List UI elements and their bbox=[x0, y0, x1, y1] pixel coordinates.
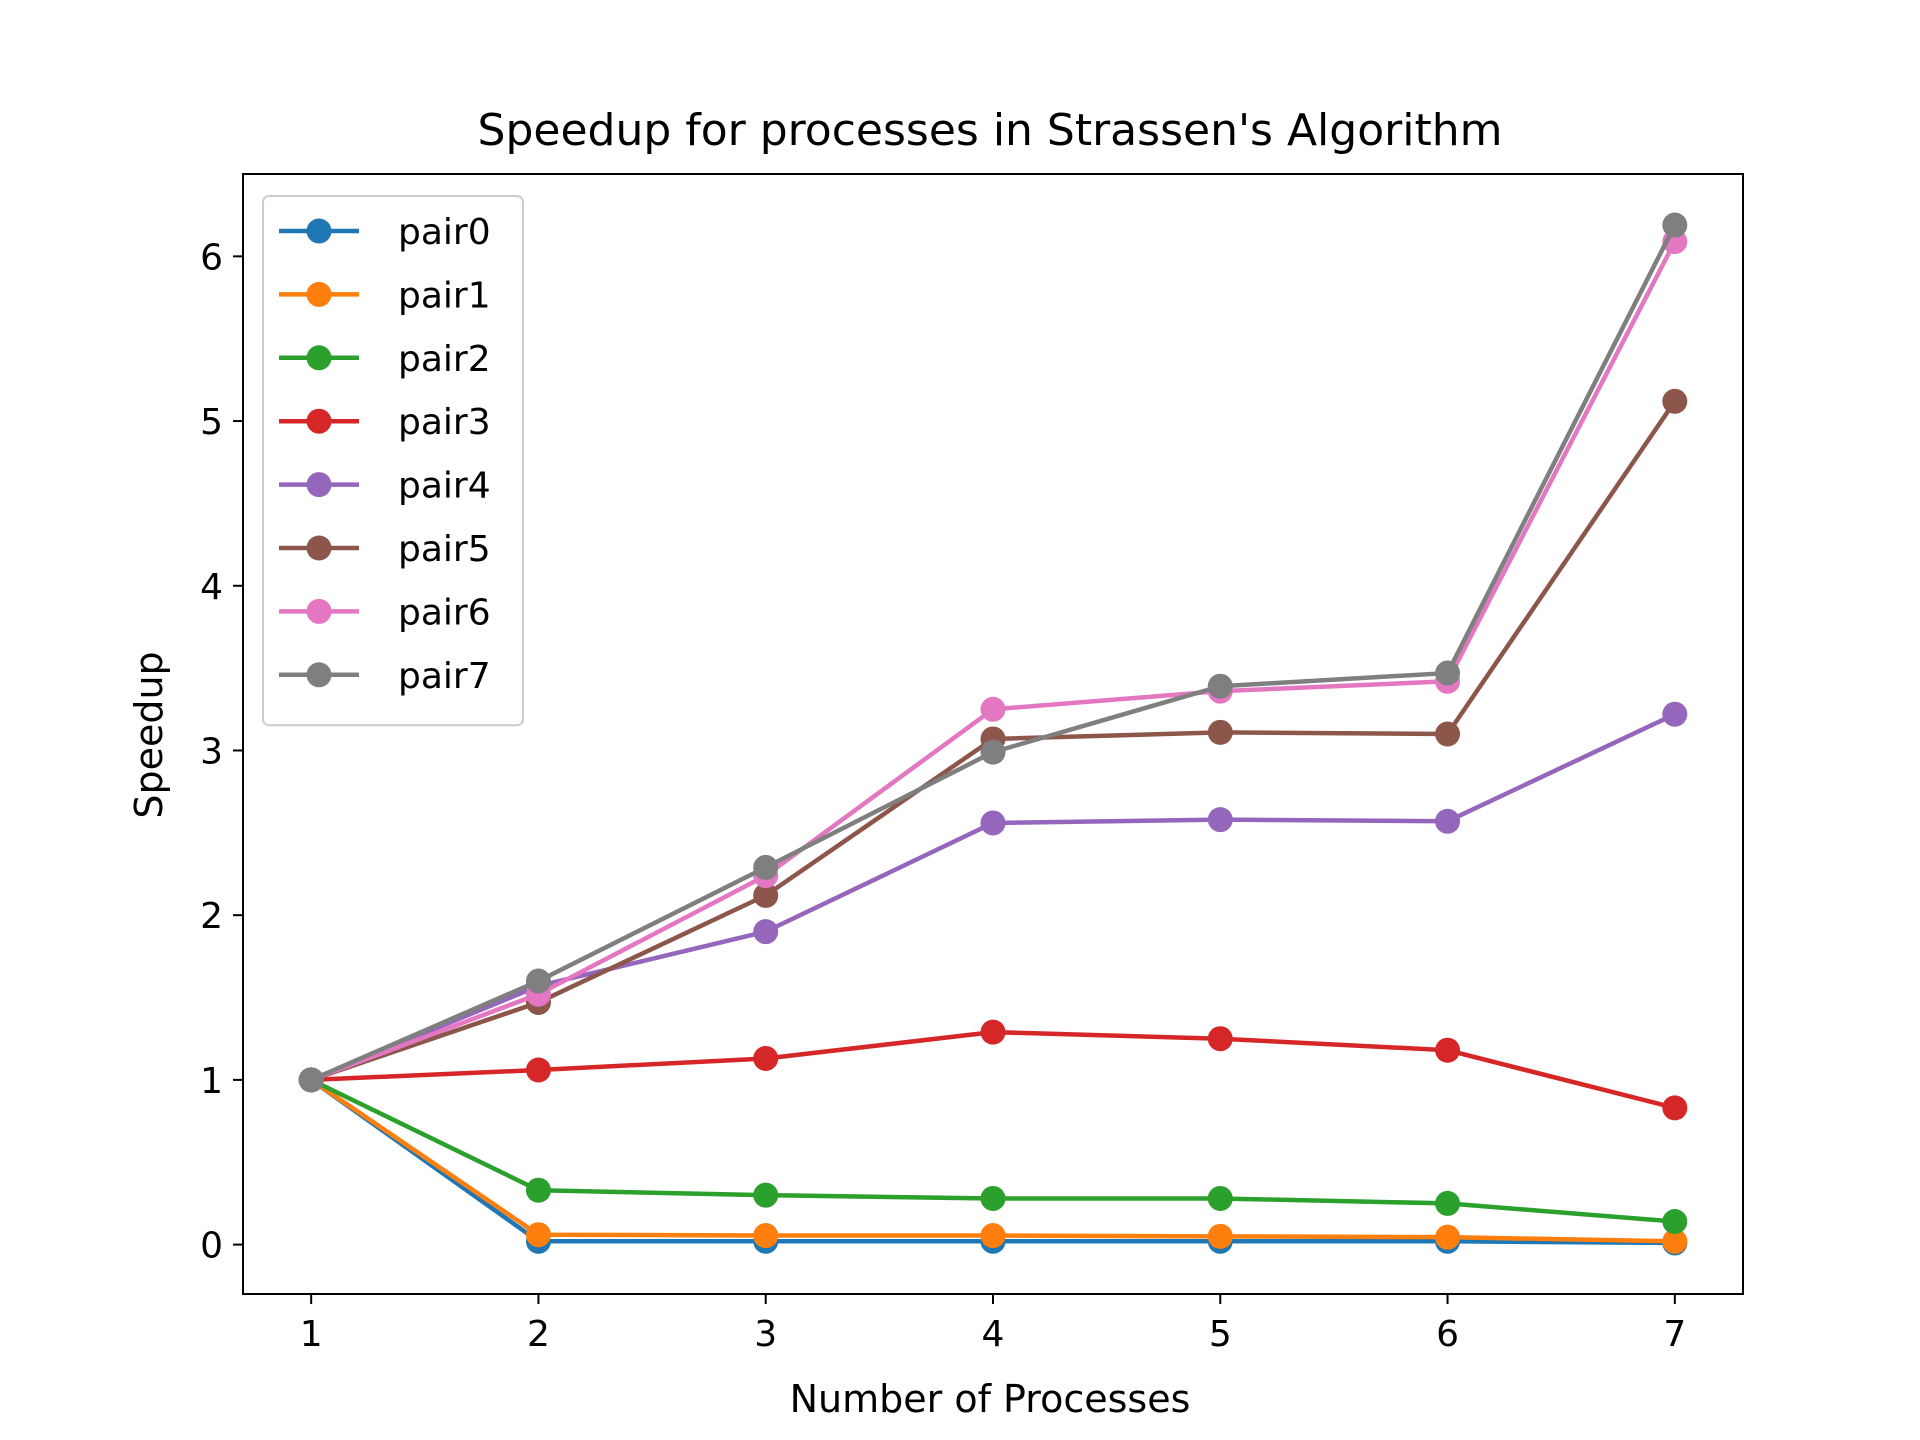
data-point-pair7 bbox=[298, 1067, 324, 1093]
data-point-pair2 bbox=[1435, 1190, 1461, 1216]
x-tick-label: 5 bbox=[1209, 1314, 1232, 1355]
series-pair3 bbox=[298, 1019, 1688, 1121]
data-point-pair1 bbox=[753, 1223, 779, 1249]
x-tick-label: 4 bbox=[982, 1314, 1005, 1355]
y-tick-label: 6 bbox=[200, 237, 223, 278]
y-tick-label: 1 bbox=[200, 1061, 223, 1102]
data-point-pair2 bbox=[980, 1185, 1006, 1211]
data-point-pair6 bbox=[980, 696, 1006, 722]
legend-marker-pair3 bbox=[306, 408, 332, 434]
x-axis-label: Number of Processes bbox=[790, 1377, 1191, 1421]
y-tick-label: 3 bbox=[200, 731, 223, 772]
y-tick-label: 4 bbox=[200, 567, 223, 608]
legend-marker-pair0 bbox=[306, 218, 332, 244]
data-point-pair2 bbox=[525, 1177, 551, 1203]
legend-marker-pair5 bbox=[306, 535, 332, 561]
legend-label: pair4 bbox=[398, 466, 491, 507]
legend-label: pair7 bbox=[398, 656, 491, 697]
data-point-pair1 bbox=[525, 1222, 551, 1248]
series-pair7 bbox=[298, 212, 1688, 1093]
data-point-pair2 bbox=[1207, 1185, 1233, 1211]
data-point-pair3 bbox=[525, 1057, 551, 1083]
data-point-pair5 bbox=[1662, 388, 1688, 414]
y-tick-label: 2 bbox=[200, 896, 223, 937]
data-point-pair2 bbox=[753, 1182, 779, 1208]
legend-marker-pair2 bbox=[306, 345, 332, 371]
data-point-pair3 bbox=[1662, 1095, 1688, 1121]
plot-lines bbox=[298, 212, 1688, 1256]
data-point-pair5 bbox=[1435, 721, 1461, 747]
legend-marker-pair4 bbox=[306, 472, 332, 498]
x-tick-label: 6 bbox=[1436, 1314, 1459, 1355]
data-point-pair3 bbox=[980, 1019, 1006, 1045]
y-axis-ticks: 0 1 2 3 4 5 6 bbox=[200, 237, 243, 1267]
chart-title: Speedup for processes in Strassen's Algo… bbox=[478, 105, 1503, 156]
legend-box bbox=[262, 195, 524, 727]
data-point-pair7 bbox=[525, 968, 551, 994]
data-point-pair1 bbox=[1207, 1223, 1233, 1249]
legend: pair0 pair1 pair2 pair3 pair4 pair5 pair6 pair7 bbox=[262, 195, 524, 727]
data-point-pair3 bbox=[1435, 1037, 1461, 1063]
legend-label: pair6 bbox=[398, 592, 491, 633]
data-point-pair7 bbox=[753, 854, 779, 880]
data-point-pair7 bbox=[980, 739, 1006, 765]
x-tick-label: 7 bbox=[1663, 1314, 1686, 1355]
legend-marker-pair7 bbox=[306, 662, 332, 688]
x-tick-label: 3 bbox=[754, 1314, 777, 1355]
x-tick-label: 2 bbox=[527, 1314, 550, 1355]
data-point-pair5 bbox=[753, 882, 779, 908]
legend-label: pair1 bbox=[398, 275, 491, 316]
data-point-pair4 bbox=[1662, 701, 1688, 727]
data-point-pair7 bbox=[1435, 660, 1461, 686]
data-point-pair5 bbox=[1207, 719, 1233, 745]
y-axis-label: Speedup bbox=[127, 651, 171, 818]
data-point-pair4 bbox=[980, 810, 1006, 836]
data-point-pair1 bbox=[1662, 1228, 1688, 1254]
legend-label: pair0 bbox=[398, 212, 491, 253]
x-tick-label: 1 bbox=[300, 1314, 323, 1355]
legend-label: pair3 bbox=[398, 402, 491, 443]
data-point-pair7 bbox=[1207, 673, 1233, 699]
y-tick-label: 0 bbox=[200, 1226, 223, 1267]
data-point-pair1 bbox=[980, 1223, 1006, 1249]
data-point-pair7 bbox=[1662, 212, 1688, 238]
data-point-pair3 bbox=[753, 1045, 779, 1071]
data-point-pair2 bbox=[1662, 1209, 1688, 1235]
legend-marker-pair1 bbox=[306, 281, 332, 307]
legend-marker-pair6 bbox=[306, 598, 332, 624]
legend-label: pair5 bbox=[398, 529, 491, 570]
data-point-pair4 bbox=[753, 919, 779, 945]
legend-label: pair2 bbox=[398, 339, 491, 380]
data-point-pair3 bbox=[1207, 1026, 1233, 1052]
x-axis-ticks: 1 2 3 4 5 6 7 bbox=[300, 1294, 1686, 1355]
data-point-pair4 bbox=[1435, 808, 1461, 834]
data-point-pair1 bbox=[1435, 1224, 1461, 1250]
y-tick-label: 5 bbox=[200, 402, 223, 443]
data-point-pair4 bbox=[1207, 807, 1233, 833]
